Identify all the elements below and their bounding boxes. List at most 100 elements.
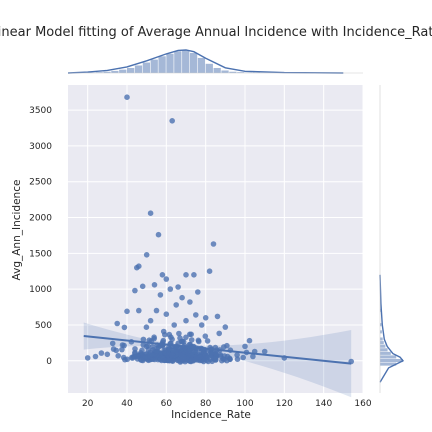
marginal-x-bar [174,51,182,73]
scatter-point [193,312,199,318]
scatter-point [183,334,189,341]
scatter-point [147,210,154,216]
scatter-point [147,317,154,324]
scatter-point [171,322,177,328]
scatter-point [200,358,207,365]
scatter-point [178,352,185,359]
x-tick-label: 160 [354,399,371,409]
scatter-point [163,276,170,282]
scatter-point [179,294,185,301]
scatter-point [161,347,167,354]
marginal-x-bar [127,67,135,73]
scatter-point [187,358,193,364]
scatter-point [169,352,175,358]
scatter-point [261,348,268,355]
marginal-x-bar [221,70,229,73]
scatter-point [221,344,227,350]
scatter-point [139,283,146,290]
marginal-x-bar [119,69,127,73]
y-tick-label: 0 [46,357,52,367]
scatter-point [110,346,117,352]
scatter-point [147,353,153,360]
x-tick-label: 20 [82,399,94,409]
scatter-point [176,330,182,337]
scatter-point [115,353,121,359]
scatter-point [188,352,195,359]
marginal-y-panel [379,85,405,393]
scatter-point [140,342,147,348]
plot-background [68,85,363,393]
scatter-point [163,311,170,318]
marginal-y-kde [379,274,405,383]
marginal-x-bar [182,50,190,73]
x-tick-label: 60 [161,399,173,409]
scatter-point [186,348,192,354]
x-tick-label: 40 [121,399,133,409]
marginal-x-bar [229,71,237,73]
scatter-point [212,351,219,357]
scatter-point [153,352,159,359]
y-tick-label: 1000 [29,285,52,295]
scatter-point [160,356,166,363]
marginal-y-bar [380,362,397,366]
x-tick-label: 80 [200,399,212,409]
scatter-point [169,118,175,124]
scatter-point [136,307,142,314]
y-tick-label: 3500 [29,106,52,116]
scatter-point [240,354,246,361]
scatter-point [192,349,199,356]
marginal-y-bar [380,348,388,352]
scatter-point [183,272,189,278]
marginal-x-bar [205,63,213,73]
scatter-point [202,315,209,321]
scatter-point [159,272,166,278]
marginal-x-bar [237,72,245,73]
scatter-point [132,287,138,294]
scatter-point [167,286,174,292]
scatter-point [138,357,145,363]
marginal-x-bar [197,57,206,73]
marginal-x-bar [134,65,143,73]
y-tick-label: 2500 [29,178,52,188]
marginal-x-bar [103,71,111,73]
scatter-point [204,338,211,344]
scatter-point [208,351,215,357]
scatter-point [84,355,91,361]
scatter-point [129,354,135,361]
scatter-point [140,336,147,343]
scatter-point [175,284,181,290]
scatter-point [198,322,205,328]
marginal-x-bar [158,56,166,73]
marginal-y-bar [380,351,391,355]
scatter-point [150,347,156,353]
scatter-point [155,231,162,238]
scatter-point [153,307,160,314]
y-tick-label: 3000 [29,142,52,152]
scatter-point [202,333,209,340]
scatter-point [187,299,193,305]
scatter-point [114,320,120,327]
scatter-point [216,330,222,337]
scatter-point [195,289,201,295]
scatter-point [151,356,158,363]
scatter-point [143,324,150,331]
x-tick-label: 100 [236,399,253,409]
scatter-point [162,331,168,338]
marginal-x-bar [189,52,198,73]
scatter-point [242,343,248,350]
scatter-point [250,353,256,360]
scatter-point [124,308,130,315]
scatter-point [222,324,229,330]
scatter-point [121,324,128,331]
scatter-point [109,340,116,347]
marginal-y-bar [380,330,382,334]
y-tick-label: 1500 [29,249,52,259]
scatter-point [160,337,167,344]
marginal-x-kde [67,49,344,74]
scatter-point [217,351,224,358]
scatter-point [177,335,183,341]
marginal-x-bar [142,62,150,73]
scatter-point [197,354,203,361]
marginal-x-bar [150,59,158,73]
